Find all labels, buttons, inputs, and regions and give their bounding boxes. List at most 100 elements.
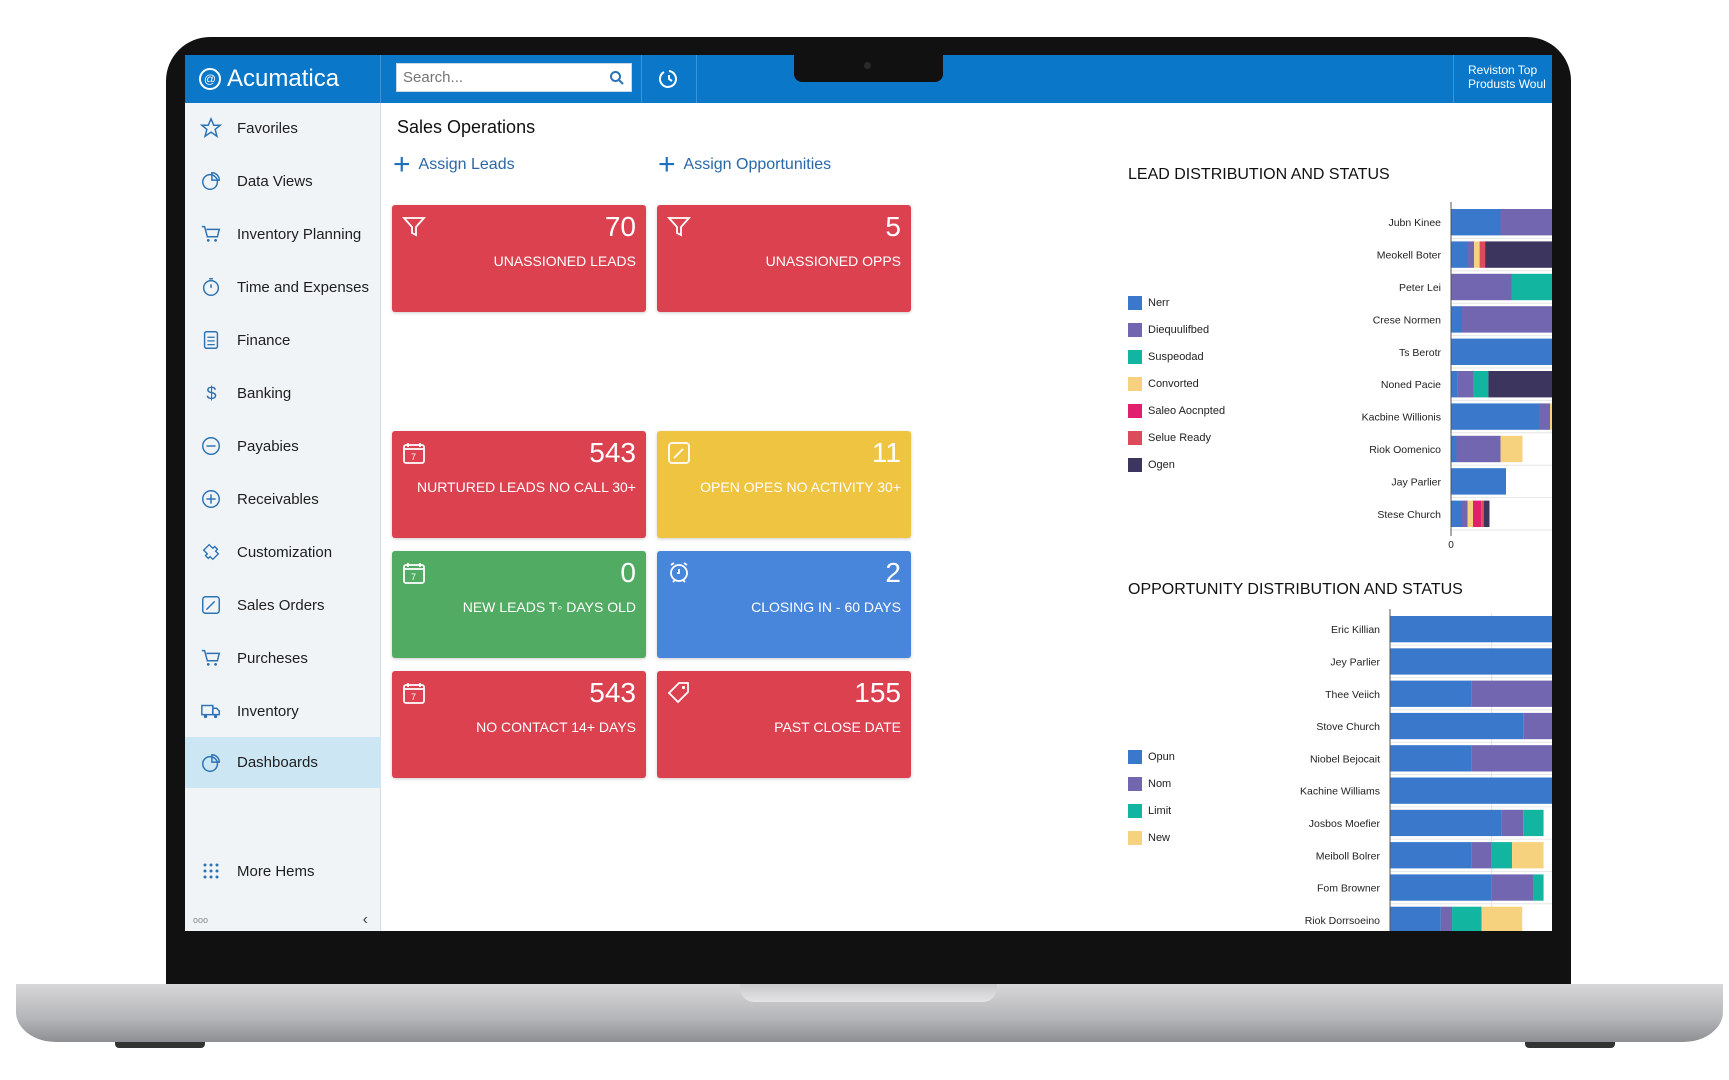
bar-segment-ogen[interactable]	[1488, 371, 1552, 398]
collapse-sidebar-icon[interactable]: ‹	[362, 911, 368, 928]
bar-segment-limit[interactable]	[1452, 906, 1482, 931]
bar-segment-opun[interactable]	[1390, 745, 1472, 772]
laptop-foot	[115, 1042, 205, 1048]
bar-segment-selue-ready[interactable]	[1481, 500, 1484, 527]
kpi-tile-new-leads-t-days-old[interactable]: 7 0 NEW LEADS T◦ DAYS OLD	[392, 551, 646, 658]
document-icon	[199, 328, 223, 352]
bar-segment-nerr[interactable]	[1451, 500, 1462, 527]
sidebar-item-time-and-expenses[interactable]: Time and Expenses	[185, 264, 381, 310]
bar-segment-convorted[interactable]	[1474, 241, 1480, 268]
sidebar-item-finance[interactable]: Finance	[185, 317, 381, 363]
bar-segment-limit[interactable]	[1523, 809, 1544, 837]
kpi-tile-open-opes-no-activity-30-[interactable]: 11 OPEN OPES NO ACTIVITY 30+	[657, 431, 911, 538]
bar-segment-nom[interactable]	[1471, 842, 1492, 869]
legend-item[interactable]: New	[1128, 824, 1175, 851]
bar-segment-selue-ready[interactable]	[1479, 241, 1486, 268]
sidebar-item-banking[interactable]: $ Banking	[185, 370, 381, 416]
sidebar-item-dashboards[interactable]: Dashboards	[185, 737, 381, 788]
bar-segment-nom[interactable]	[1440, 906, 1453, 931]
bar-segment-nerr[interactable]	[1451, 241, 1468, 268]
bar-segment-nom[interactable]	[1523, 712, 1552, 740]
bar-segment-convorted[interactable]	[1550, 403, 1552, 430]
history-button[interactable]	[641, 55, 697, 103]
bar-segment-limit[interactable]	[1533, 874, 1544, 901]
bar-segment-nerr[interactable]	[1451, 435, 1457, 463]
legend-item[interactable]: Selue Ready	[1128, 424, 1225, 451]
legend-item[interactable]: Saleo Aocnpted	[1128, 397, 1225, 424]
legend-item[interactable]: Limit	[1128, 797, 1175, 824]
legend-swatch	[1128, 749, 1142, 764]
sidebar-item-payabies[interactable]: Payabies	[185, 423, 381, 469]
legend-item[interactable]: Ogen	[1128, 451, 1225, 478]
bar-segment-new[interactable]	[1512, 842, 1544, 869]
assign-leads-link[interactable]: + Assign Leads	[393, 150, 515, 180]
legend-item[interactable]: Opun	[1128, 743, 1175, 770]
bar-segment-opun[interactable]	[1390, 874, 1492, 901]
search-input[interactable]	[403, 69, 609, 86]
bar-segment-diequulifbed[interactable]	[1500, 209, 1553, 236]
kpi-tile-unassioned-opps[interactable]: 5 UNASSIONED OPPS	[657, 205, 911, 312]
legend-item[interactable]: Diequulifbed	[1128, 316, 1225, 343]
search-box[interactable]	[396, 63, 632, 92]
bar-segment-limit[interactable]	[1491, 842, 1513, 869]
sidebar-item-more-items[interactable]: More Hems	[185, 848, 381, 894]
sidebar-item-purcheses[interactable]: Purcheses	[185, 635, 381, 681]
category-label: Riok Dorrsoeino	[1305, 915, 1380, 927]
bar-segment-convorted[interactable]	[1500, 435, 1523, 463]
kpi-tile-closing-in-60-days[interactable]: 2 CLOSING IN - 60 DAYS	[657, 551, 911, 658]
sidebar-item-customization[interactable]: Customization	[185, 529, 381, 575]
bar-segment-nerr[interactable]	[1451, 209, 1501, 236]
bar-segment-suspeodad[interactable]	[1473, 371, 1489, 398]
bar-segment-new[interactable]	[1481, 906, 1523, 931]
bar-segment-diequulifbed[interactable]	[1451, 273, 1512, 301]
bar-segment-saleo-aocnpted[interactable]	[1473, 500, 1482, 527]
bar-segment-convorted[interactable]	[1467, 500, 1474, 527]
legend-swatch	[1128, 776, 1142, 791]
bar-segment-opun[interactable]	[1390, 648, 1552, 675]
bar-segment-nerr[interactable]	[1451, 468, 1506, 495]
bar-segment-ogen[interactable]	[1484, 500, 1490, 527]
kpi-tile-unassioned-leads[interactable]: 70 UNASSIONED LEADS	[392, 205, 646, 312]
company-name: Reviston Top	[1468, 63, 1538, 77]
bar-segment-diequulifbed[interactable]	[1539, 403, 1550, 430]
legend-item[interactable]: Nom	[1128, 770, 1175, 797]
brand-logo[interactable]: @ Acumatica	[185, 55, 381, 103]
legend-item[interactable]: Nerr	[1128, 289, 1225, 316]
bar-segment-diequulifbed[interactable]	[1462, 500, 1468, 527]
bar-segment-nom[interactable]	[1501, 809, 1524, 837]
bar-segment-nom[interactable]	[1471, 680, 1552, 707]
bar-segment-diequulifbed[interactable]	[1467, 241, 1475, 268]
kpi-tile-past-close-date[interactable]: 155 PAST CLOSE DATE	[657, 671, 911, 778]
bar-segment-nerr[interactable]	[1451, 306, 1462, 333]
bar-segment-opun[interactable]	[1390, 712, 1524, 740]
bar-segment-nerr[interactable]	[1451, 371, 1458, 398]
sidebar-item-sales-orders[interactable]: Sales Orders	[185, 582, 381, 628]
sidebar-item-inventory-planning[interactable]: Inventory Planning	[185, 211, 381, 257]
search-icon[interactable]	[609, 70, 625, 86]
bar-segment-diequulifbed[interactable]	[1462, 306, 1552, 333]
sidebar-item-data-views[interactable]: Data Views	[185, 158, 381, 204]
sidebar-item-favoriles[interactable]: Favoriles	[185, 105, 381, 151]
legend-item[interactable]: Suspeodad	[1128, 343, 1225, 370]
bar-segment-nerr[interactable]	[1451, 338, 1552, 365]
bar-segment-opun[interactable]	[1390, 616, 1552, 643]
bar-segment-ogen[interactable]	[1485, 241, 1552, 268]
bar-segment-opun[interactable]	[1390, 842, 1472, 869]
sidebar-item-receivables[interactable]: Receivables	[185, 476, 381, 522]
assign-opportunities-link[interactable]: + Assign Opportunities	[658, 150, 831, 180]
bar-segment-nom[interactable]	[1491, 874, 1534, 901]
bar-segment-diequulifbed[interactable]	[1457, 371, 1473, 398]
legend-item[interactable]: Convorted	[1128, 370, 1225, 397]
sidebar-item-inventory[interactable]: Inventory	[185, 688, 381, 734]
bar-segment-opun[interactable]	[1390, 906, 1441, 931]
bar-segment-opun[interactable]	[1390, 680, 1472, 707]
bar-segment-opun[interactable]	[1390, 777, 1552, 804]
kpi-tile-no-contact-14-days[interactable]: 7 543 NO CONTACT 14+ DAYS	[392, 671, 646, 778]
bar-segment-suspeodad[interactable]	[1511, 273, 1553, 301]
bar-segment-nom[interactable]	[1471, 745, 1552, 772]
kpi-tile-nurtured-leads-no-call-30-[interactable]: 7 543 NURTURED LEADS NO CALL 30+	[392, 431, 646, 538]
bar-segment-nerr[interactable]	[1451, 403, 1539, 430]
bar-segment-opun[interactable]	[1390, 809, 1502, 837]
bar-segment-diequulifbed[interactable]	[1456, 435, 1501, 463]
company-selector[interactable]: Reviston Top Produsts Woul	[1453, 55, 1552, 103]
